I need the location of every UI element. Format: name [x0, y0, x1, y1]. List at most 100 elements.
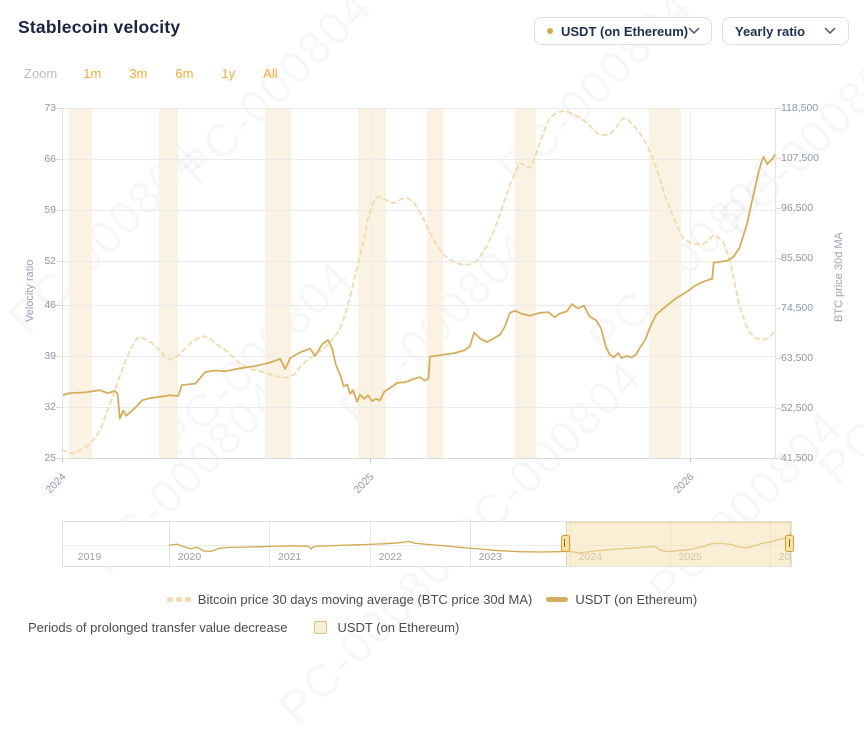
asset-dropdown[interactable]: USDT (on Ethereum)	[534, 17, 712, 45]
decrease-band	[69, 108, 92, 458]
x-gridline	[370, 108, 371, 458]
plot-left-border	[62, 108, 63, 458]
zoom-label: Zoom	[24, 66, 58, 81]
tick-mark	[56, 159, 62, 160]
decrease-band	[514, 108, 537, 458]
tick-mark	[56, 108, 62, 109]
y-axis-left-tick-label: 66	[44, 153, 56, 165]
tick-mark	[56, 458, 62, 459]
x-axis-label: 2026	[671, 471, 697, 497]
tick-mark	[690, 459, 692, 463]
navigator-year-gridline	[168, 522, 170, 566]
tick-mark	[775, 108, 781, 109]
plot-right-border	[775, 108, 776, 458]
legend-caption: Periods of prolonged transfer value decr…	[28, 620, 288, 635]
zoom-option-1m[interactable]: 1m	[83, 66, 102, 81]
decrease-band	[648, 108, 681, 458]
x-gridline	[690, 108, 692, 458]
x-axis-label: 2025	[351, 471, 377, 497]
navigator-handle-left[interactable]	[560, 535, 570, 552]
navigator[interactable]: 20192020202120222023202420252026	[62, 521, 792, 567]
y-gridline	[62, 159, 775, 160]
y-axis-right-tick-label: 96,500	[781, 202, 814, 214]
navigator-year-label: 2022	[378, 551, 402, 563]
tick-mark	[775, 258, 781, 259]
zoom-option-3m[interactable]: 3m	[129, 66, 148, 81]
y-axis-left-tick-label: 73	[44, 102, 56, 114]
navigator-year-gridline	[469, 522, 471, 566]
tick-mark	[775, 208, 781, 209]
navigator-handle-right[interactable]	[785, 535, 795, 552]
asset-dropdown-label: USDT (on Ethereum)	[561, 23, 689, 39]
zoom-option-all[interactable]: All	[263, 66, 278, 81]
y-gridline	[62, 355, 775, 357]
plot-area	[61, 108, 776, 459]
dashed-line-swatch-icon	[166, 597, 191, 602]
decrease-band	[159, 108, 179, 458]
navigator-year-label: 2023	[478, 551, 502, 563]
usdt-velocity-series-line	[61, 153, 776, 420]
navigator-year-label: 2021	[277, 551, 302, 563]
y-gridline	[62, 261, 775, 263]
navigator-year-label: 2019	[77, 551, 102, 563]
y-axis-left-tick-label: 59	[44, 204, 56, 217]
tick-mark	[56, 304, 62, 306]
navigator-selection[interactable]	[566, 522, 791, 566]
tick-mark	[56, 210, 62, 212]
y-axis-right-tick-label: 118,500	[781, 102, 819, 114]
page-title: Stablecoin velocity	[18, 17, 181, 37]
tick-mark	[775, 308, 781, 309]
y-axis-left-tick-label: 25	[44, 452, 56, 464]
x-axis-label: 2024	[43, 471, 69, 497]
tick-mark	[775, 358, 781, 359]
tick-mark	[56, 355, 62, 357]
tick-mark	[62, 459, 63, 463]
y-axis-right-tick-label: 63,500	[781, 352, 814, 364]
solid-line-swatch-icon	[546, 597, 569, 602]
y-gridline	[62, 108, 775, 109]
left-axis-title: Velocity ratio	[24, 259, 36, 322]
legend-label[interactable]: USDT (on Ethereum)	[337, 620, 460, 635]
series-color-dot-icon	[547, 28, 553, 34]
decrease-band	[427, 108, 443, 458]
y-axis-right-tick-label: 107,500	[781, 152, 819, 164]
chevron-down-icon	[824, 27, 836, 34]
y-gridline	[62, 407, 775, 408]
zoom-controls: Zoom 1m 3m 6m 1y All	[24, 66, 306, 81]
tick-mark	[775, 458, 781, 459]
y-axis-right-tick-label: 41,500	[781, 452, 814, 464]
zoom-options: 1m 3m 6m 1y All	[83, 66, 305, 81]
legend-row-bands: Periods of prolonged transfer value decr…	[28, 620, 459, 635]
tick-mark	[56, 261, 62, 263]
navigator-year-label: 2020	[177, 551, 202, 563]
y-axis-right-tick-label: 85,500	[781, 252, 814, 264]
y-axis-left-tick-label: 39	[44, 349, 56, 362]
tick-mark	[370, 459, 371, 463]
zoom-option-6m[interactable]: 6m	[175, 66, 194, 81]
y-gridline	[62, 304, 775, 306]
band-swatch-icon	[314, 621, 328, 634]
right-axis-title: BTC price 30d MA	[833, 232, 845, 322]
y-axis-left-tick-label: 46	[44, 298, 56, 311]
chevron-down-icon	[688, 27, 700, 34]
legend-label: USDT (on Ethereum)	[575, 592, 698, 607]
tick-mark	[775, 158, 781, 159]
stablecoin-velocity-widget: PC-000804 PC-000804 PC-000804 PC-000804 PC-0…	[0, 17, 864, 635]
ratio-dropdown[interactable]: Yearly ratio	[722, 17, 849, 45]
tick-mark	[775, 408, 781, 409]
y-axis-right-tick-label: 52,500	[781, 402, 814, 414]
navigator-year-gridline	[268, 522, 270, 566]
legend-row-series: Bitcoin price 30 days moving average (BT…	[0, 592, 864, 607]
ratio-dropdown-label: Yearly ratio	[735, 23, 806, 39]
zoom-option-1y[interactable]: 1y	[221, 66, 236, 81]
x-axis-line	[62, 458, 776, 459]
tick-mark	[56, 407, 62, 408]
y-axis-left-tick-label: 32	[44, 401, 56, 413]
legend-item-btc-ma[interactable]: Bitcoin price 30 days moving average (BT…	[166, 592, 533, 607]
y-axis-left-tick-label: 52	[44, 255, 56, 268]
btc-ma-series-line	[61, 110, 776, 455]
decrease-band	[265, 108, 291, 458]
legend-label: Bitcoin price 30 days moving average (BT…	[197, 592, 533, 607]
y-axis-right-tick-label: 74,500	[781, 302, 814, 314]
legend-item-usdt[interactable]: USDT (on Ethereum)	[546, 592, 697, 607]
